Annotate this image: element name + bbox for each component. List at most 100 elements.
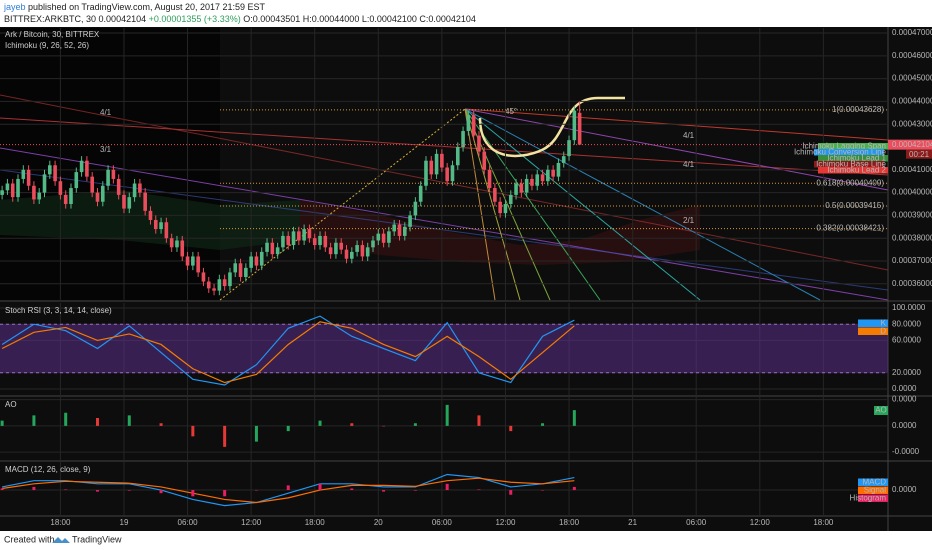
- logo: [52, 537, 70, 543]
- legend-label: Ichimoku Lead 2: [827, 165, 886, 174]
- footer-brand[interactable]: TradingView: [72, 534, 122, 544]
- candle-body: [498, 201, 502, 214]
- main-subtitle: Ichimoku (9, 26, 52, 26): [5, 41, 89, 50]
- histogram-bar: [382, 490, 386, 492]
- candle-body: [206, 281, 211, 289]
- y-tick-label: 0.00039000: [892, 211, 932, 220]
- fib-label: 1(0.00043628): [832, 105, 884, 114]
- candle-body: [540, 174, 545, 182]
- histogram-bar: [159, 490, 163, 494]
- y-tick-label: 60.0000: [892, 336, 921, 345]
- histogram-bar: [32, 486, 36, 491]
- legend-label: Ichimoku Conversion Line: [794, 147, 887, 156]
- candle-body: [402, 226, 407, 236]
- symbol-line: BITTREX:ARKBTC, 30 0.00042104 +0.0000135…: [4, 14, 476, 24]
- legend-label: Histogram: [850, 493, 887, 502]
- y-tick-label: 80.0000: [892, 319, 921, 328]
- candle-body: [371, 240, 375, 248]
- ao-bar: [64, 412, 68, 426]
- candle-body: [48, 165, 52, 175]
- candle-body: [477, 135, 481, 152]
- gann-label: 3/1: [100, 145, 112, 154]
- candle-body: [493, 188, 497, 202]
- y-tick-label: 0.00036000: [892, 279, 932, 288]
- candle-body: [424, 160, 428, 186]
- main-title: Ark / Bitcoin, 30, BITTREX: [5, 30, 100, 39]
- legend-label: K: [881, 318, 887, 327]
- y-tick-label: 0.00043000: [892, 119, 932, 128]
- legend-label: Signal: [864, 485, 886, 494]
- x-tick-label: 18:00: [813, 518, 834, 527]
- candle-body: [286, 235, 291, 246]
- candle-body: [42, 174, 47, 193]
- candle-body: [524, 178, 529, 193]
- macd-title: MACD (12, 26, close, 9): [5, 465, 91, 474]
- candle-body: [471, 115, 476, 136]
- candle-body: [297, 231, 301, 241]
- histogram-bar: [445, 483, 449, 491]
- histogram-bar: [350, 488, 354, 491]
- candle-body: [397, 224, 402, 236]
- y-tick-label: 0.00047000: [892, 28, 932, 37]
- candle-body: [567, 140, 571, 157]
- gann-line: [464, 108, 889, 191]
- candle-body: [429, 160, 434, 175]
- x-tick-label: 06:00: [432, 518, 453, 527]
- y-tick-label: 0.00038000: [892, 233, 932, 242]
- candle-body: [185, 256, 190, 266]
- legend-tag: [874, 406, 888, 415]
- histogram-bar: [286, 485, 290, 491]
- histogram-bar: [64, 489, 68, 491]
- gann-label: 45°: [505, 107, 517, 116]
- candle-body: [159, 222, 163, 230]
- x-tick-label: 06:00: [686, 518, 707, 527]
- candle-body: [74, 172, 79, 189]
- x-tick-label: 19: [120, 518, 129, 527]
- price: 0.00042104: [99, 14, 147, 24]
- y-tick-label: 0.00046000: [892, 51, 932, 60]
- candle-body: [440, 153, 444, 168]
- candle-body: [180, 240, 185, 257]
- candle-body: [328, 247, 333, 255]
- legend-label: AO: [875, 406, 887, 415]
- gann-label: 4/1: [683, 160, 695, 169]
- series-line: [2, 477, 575, 504]
- candle-body: [312, 238, 317, 246]
- ao-bar: [318, 420, 322, 426]
- pane-titles: Ark / Bitcoin, 30, BITTREX Ichimoku (9, …: [5, 30, 112, 474]
- candle-body: [244, 267, 248, 277]
- histogram-bar: [477, 489, 481, 491]
- y-tick-label: 0.00041000: [892, 165, 932, 174]
- ao-title: AO: [5, 400, 17, 409]
- candle-body: [259, 251, 264, 266]
- y-tick-label: 0.0000: [892, 395, 917, 404]
- candle-body: [466, 115, 471, 132]
- candle-body: [69, 188, 73, 205]
- x-tick-label: 12:00: [750, 518, 771, 527]
- ao-bar: [350, 423, 354, 426]
- countdown-tag: [906, 149, 932, 159]
- candle-body: [350, 251, 354, 259]
- ao-bar: [254, 425, 258, 442]
- candle-body: [0, 190, 4, 195]
- legend-tag: [858, 319, 888, 327]
- candle-body: [16, 178, 20, 198]
- y-tick-label: 0.00037000: [892, 256, 932, 265]
- legend-tag: [818, 155, 888, 162]
- histogram-bar: [254, 490, 258, 491]
- candle-body: [122, 194, 126, 209]
- candle-body: [111, 169, 116, 179]
- candle-body: [577, 112, 582, 145]
- author[interactable]: jayeb: [3, 2, 26, 12]
- price-axis: [888, 27, 932, 531]
- ao-bar: [95, 418, 99, 426]
- candle-body: [265, 242, 269, 252]
- gann-line: [464, 108, 521, 301]
- legend-tag: [858, 327, 888, 335]
- candle-body: [32, 185, 36, 200]
- candle-body: [222, 279, 227, 287]
- candle-body: [455, 147, 460, 166]
- legend-tag: [818, 143, 888, 150]
- candle-body: [10, 183, 15, 198]
- candle-body: [572, 110, 577, 141]
